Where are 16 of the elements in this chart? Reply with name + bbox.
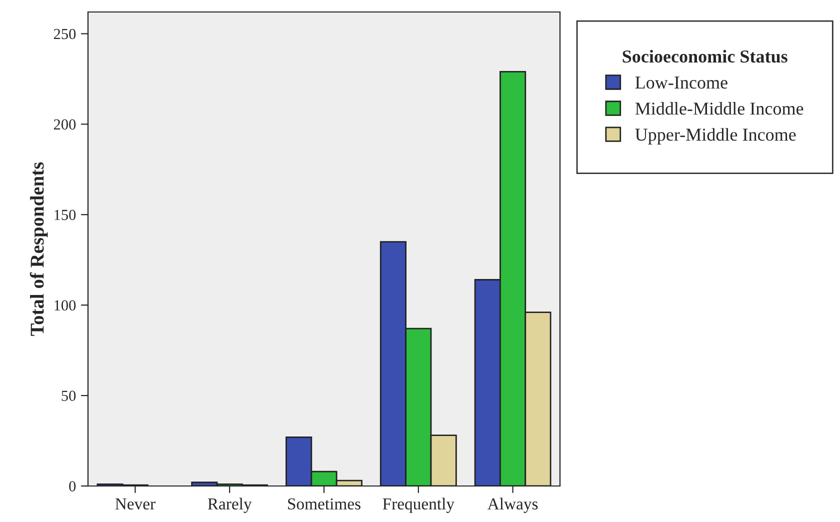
y-tick-label: 150 [54, 210, 76, 220]
x-tick-label: Always [488, 498, 538, 513]
x-tick-label: Never [115, 498, 156, 510]
x-tick-label: Sometimes [288, 498, 360, 510]
x-tick-label: Rarely [208, 498, 252, 513]
y-tick-label: 50 [62, 390, 76, 401]
y-tick-label: 100 [54, 300, 76, 311]
legend-title: Socioeconomic Status [622, 50, 788, 63]
x-tick-label: Frequently [382, 498, 454, 513]
y-tick-label: 200 [54, 119, 76, 130]
y-axis-title: Total of Respondents [30, 162, 48, 336]
legend-label: Low-Income [635, 76, 728, 89]
legend-label: Middle-Middle Income [635, 102, 804, 115]
y-tick-label: 250 [54, 28, 76, 40]
legend-label: Upper-Middle Income [635, 128, 796, 144]
y-tick-label: 0 [69, 481, 76, 492]
